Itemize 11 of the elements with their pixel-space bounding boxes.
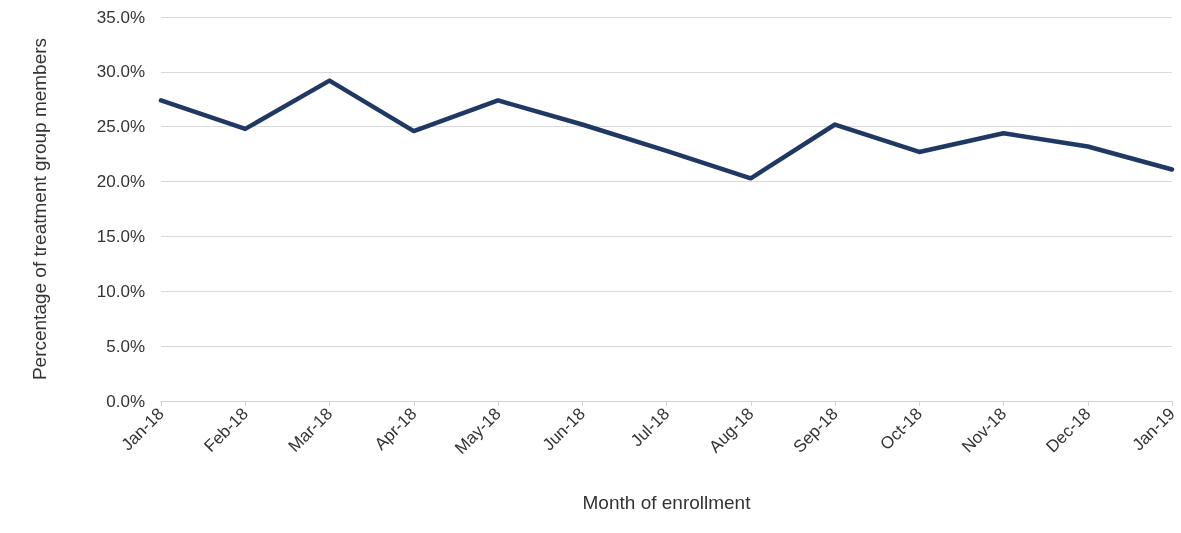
y-tick-label: 20.0% bbox=[96, 172, 145, 192]
y-tick-label: 5.0% bbox=[106, 336, 145, 356]
line-series bbox=[158, 78, 1175, 181]
x-axis-title: Month of enrollment bbox=[582, 492, 752, 513]
y-tick-label: 25.0% bbox=[96, 117, 145, 137]
y-tick-label: 15.0% bbox=[96, 226, 145, 246]
y-tick-label: 35.0% bbox=[96, 7, 145, 27]
y-tick-label: 0.0% bbox=[106, 391, 145, 411]
y-tick-label: 10.0% bbox=[96, 281, 145, 301]
y-axis-title: Percentage of treatment group members bbox=[28, 37, 50, 381]
y-tick-label: 30.0% bbox=[96, 62, 145, 82]
